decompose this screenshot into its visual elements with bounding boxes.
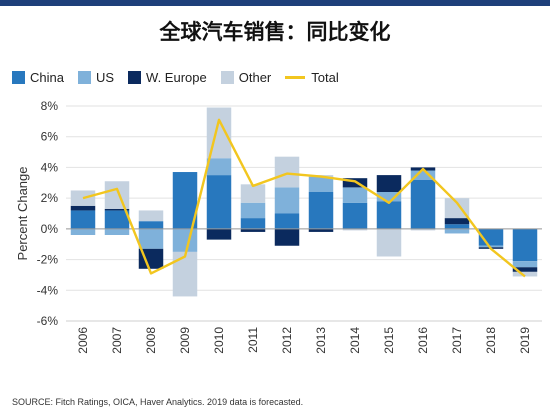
bar-other-2009 bbox=[172, 251, 198, 297]
bar-us-2017 bbox=[444, 228, 470, 234]
x-tick-label-2008: 2008 bbox=[144, 327, 158, 354]
y-tick-label: 8% bbox=[41, 99, 59, 113]
legend-item-w-europe: W. Europe bbox=[128, 70, 207, 85]
legend-swatch-us bbox=[77, 70, 91, 84]
bar-us-2019 bbox=[512, 261, 538, 268]
x-tick-label-2019: 2019 bbox=[518, 327, 532, 354]
x-tick-label-2014: 2014 bbox=[348, 327, 362, 354]
bar-china-2008 bbox=[138, 221, 164, 229]
bar-other-2017 bbox=[444, 198, 470, 219]
x-tick-label-2009: 2009 bbox=[178, 327, 192, 354]
legend-label-w-europe: W. Europe bbox=[146, 69, 207, 85]
bar-china-2013 bbox=[308, 192, 334, 229]
legend-swatch-china bbox=[12, 70, 25, 84]
bar-w-europe-2019 bbox=[512, 267, 538, 272]
bar-china-2010 bbox=[206, 175, 232, 229]
bar-china-2012 bbox=[274, 213, 300, 229]
bar-w-europe-2010 bbox=[206, 228, 232, 240]
legend-item-china: China bbox=[12, 70, 64, 85]
bar-w-europe-2014 bbox=[342, 178, 368, 188]
bar-other-2012 bbox=[274, 156, 300, 188]
bar-china-2017 bbox=[444, 224, 470, 229]
y-tick-label: -4% bbox=[37, 283, 59, 297]
bar-us-2018 bbox=[478, 245, 504, 248]
bar-other-2016 bbox=[410, 228, 436, 231]
y-tick-label: -2% bbox=[37, 253, 59, 267]
x-tick-label-2012: 2012 bbox=[280, 327, 294, 354]
bar-us-2015 bbox=[376, 192, 402, 202]
x-tick-label-2007: 2007 bbox=[110, 327, 124, 354]
x-tick-label-2011: 2011 bbox=[246, 327, 260, 353]
legend-item-other: Other bbox=[220, 69, 272, 85]
legend-label-us: US bbox=[95, 69, 115, 85]
bar-w-europe-2007 bbox=[104, 208, 130, 211]
y-tick-label: 4% bbox=[41, 160, 59, 174]
bar-china-2011 bbox=[240, 218, 266, 229]
legend-swatch-total bbox=[285, 75, 306, 79]
x-tick-label-2006: 2006 bbox=[76, 327, 90, 354]
bar-china-2007 bbox=[104, 210, 130, 229]
bar-other-2007 bbox=[104, 181, 130, 209]
bar-china-2016 bbox=[410, 179, 436, 229]
bar-other-2006 bbox=[70, 190, 96, 206]
bar-us-2010 bbox=[206, 158, 232, 176]
header-accent-bar bbox=[0, 0, 550, 6]
bar-other-2019 bbox=[512, 271, 538, 277]
bar-w-europe-2012 bbox=[274, 228, 300, 246]
bar-us-2013 bbox=[308, 176, 334, 192]
bar-china-2014 bbox=[342, 202, 368, 229]
x-tick-label-2010: 2010 bbox=[212, 327, 226, 354]
bar-other-2011 bbox=[240, 184, 266, 203]
total-line bbox=[82, 118, 526, 278]
y-tick-label: 6% bbox=[41, 130, 59, 144]
x-tick-label-2017: 2017 bbox=[450, 327, 464, 354]
bar-us-2007 bbox=[104, 228, 130, 235]
y-tick-label: 0% bbox=[41, 222, 59, 236]
x-tick-label-2013: 2013 bbox=[314, 327, 328, 354]
chart-title: 全球汽车销售：同比变化 bbox=[159, 20, 391, 44]
bar-us-2009 bbox=[172, 228, 198, 252]
x-tick-label-2015: 2015 bbox=[382, 327, 396, 354]
bar-us-2011 bbox=[240, 202, 266, 219]
bar-us-2008 bbox=[138, 228, 164, 249]
bar-w-europe-2008 bbox=[138, 248, 164, 269]
bar-other-2008 bbox=[138, 210, 164, 222]
legend-item-us: US bbox=[77, 69, 115, 85]
legend-label-total: Total bbox=[311, 69, 339, 85]
bar-w-europe-2015 bbox=[376, 175, 402, 192]
y-tick-label: 2% bbox=[41, 191, 59, 205]
bar-us-2012 bbox=[274, 187, 300, 214]
chart-plot: -6% -4% -2% 0% 2% 4% 6% 8% Percent Change 2006 200… bbox=[15, 99, 542, 354]
chart-legend: China US W. Europe Other Total bbox=[12, 68, 353, 86]
bar-w-europe-2011 bbox=[240, 228, 266, 232]
legend-label-other: Other bbox=[238, 69, 272, 85]
bar-w-europe-2013 bbox=[308, 228, 334, 232]
legend-label-china: China bbox=[30, 69, 64, 85]
bar-w-europe-2006 bbox=[70, 205, 96, 211]
bar-other-2015 bbox=[376, 228, 402, 257]
legend-item-total: Total bbox=[285, 69, 339, 85]
y-tick-label: -6% bbox=[37, 314, 59, 328]
bar-us-2016 bbox=[410, 170, 436, 180]
bar-us-2006 bbox=[70, 228, 96, 235]
y-axis-label: Percent Change bbox=[15, 167, 30, 261]
x-tick-label-2018: 2018 bbox=[484, 327, 498, 354]
bar-us-2014 bbox=[342, 187, 368, 203]
bar-w-europe-2017 bbox=[444, 218, 470, 225]
x-tick-label-2016: 2016 bbox=[416, 327, 430, 354]
bar-china-2019 bbox=[512, 228, 538, 262]
bar-other-2014 bbox=[342, 228, 368, 231]
source-note: SOURCE: Fitch Ratings, OICA, Haver Analy… bbox=[12, 397, 304, 407]
bar-china-2006 bbox=[70, 210, 96, 229]
legend-swatch-w-europe bbox=[128, 70, 142, 84]
legend-swatch-other bbox=[220, 70, 234, 84]
bar-china-2015 bbox=[376, 201, 402, 229]
